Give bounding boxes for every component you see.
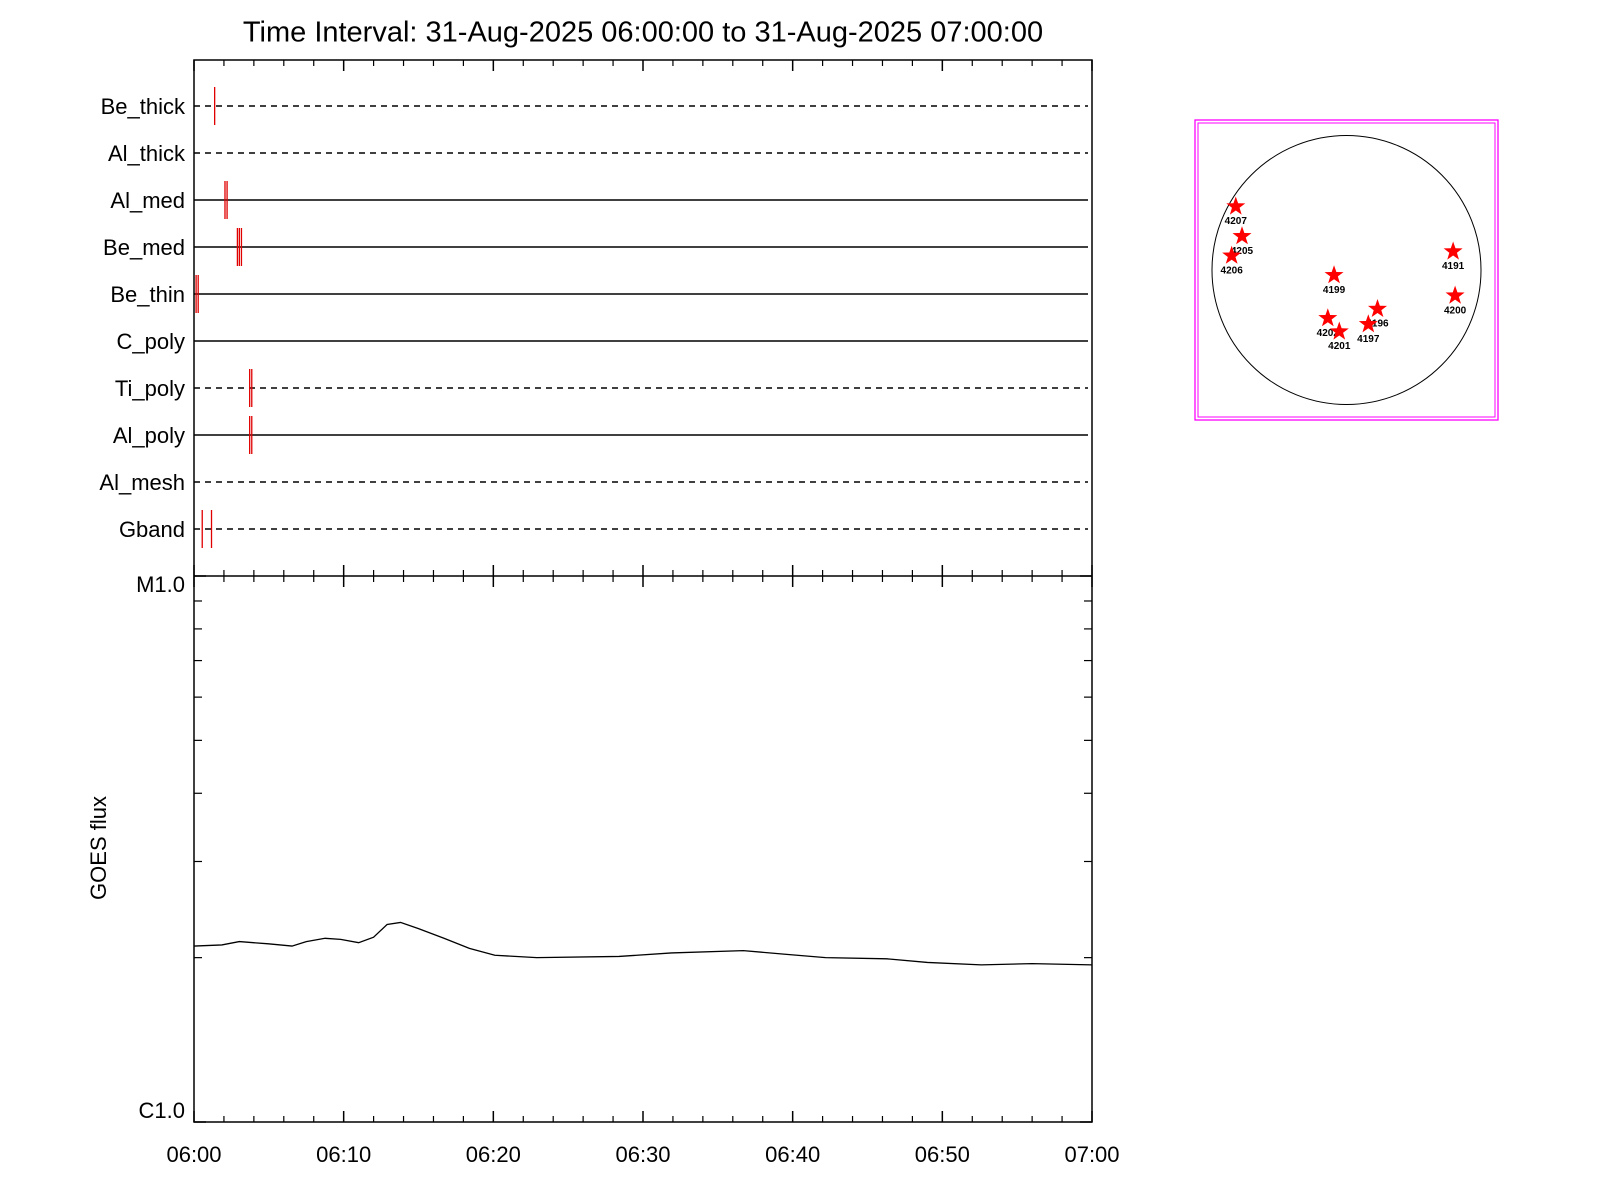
region-marker [1318,308,1338,327]
map-frame [1194,119,1499,421]
row-label: Al_mesh [99,470,185,495]
x-tick-label: 06:10 [316,1142,371,1167]
region-label: 4191 [1442,261,1465,272]
region-marker [1222,245,1242,264]
row-label: Be_thin [110,282,185,307]
plot-frame [193,59,1093,1123]
region-marker [1445,285,1465,304]
x-tick-label: 06:20 [466,1142,521,1167]
row-label: Al_med [110,188,185,213]
y-tick-label: M1.0 [136,572,185,597]
y-axis-label: GOES flux [86,796,111,900]
x-tick-label: 06:50 [915,1142,970,1167]
chart-title: Time Interval: 31-Aug-2025 06:00:00 to 3… [243,17,1043,49]
map-frame-inner [1197,122,1496,418]
x-tick-label: 06:30 [615,1142,670,1167]
row-label: Al_poly [113,423,185,448]
row-label: Be_med [103,235,185,260]
region-label: 4200 [1444,305,1467,316]
x-tick-label: 06:40 [765,1142,820,1167]
region-marker [1358,314,1378,333]
region-marker [1368,298,1388,318]
region-label: 4196 [1366,319,1389,330]
region-marker [1232,226,1252,245]
region-label: 4202 [1317,328,1340,339]
row-label: Be_thick [101,94,186,119]
region-label: 4207 [1225,216,1248,227]
region-label: 4206 [1221,265,1244,276]
region-marker [1443,241,1463,260]
region-label: 4197 [1357,334,1380,345]
region-label: 4199 [1323,285,1346,296]
x-tick-label: 07:00 [1064,1142,1119,1167]
row-label: Ti_poly [115,376,185,401]
x-tick-label: 06:00 [166,1142,221,1167]
row-label: Gband [119,517,185,542]
y-tick-label: C1.0 [139,1098,185,1123]
region-marker [1324,265,1344,284]
region-label: 4201 [1328,341,1351,352]
goes-flux-line [193,921,1093,966]
row-label: C_poly [117,329,185,354]
solar-limb [1211,134,1482,406]
region-marker [1329,321,1349,340]
region-label: 4205 [1231,246,1254,257]
row-label: Al_thick [108,141,186,166]
region-marker [1226,196,1246,215]
